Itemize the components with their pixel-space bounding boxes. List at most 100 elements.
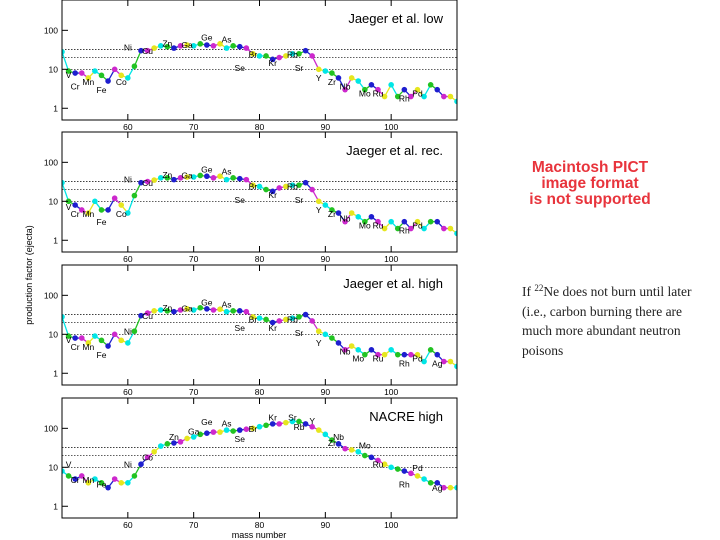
- element-label: Br: [249, 182, 258, 192]
- data-point: [434, 86, 441, 93]
- data-point: [368, 454, 375, 461]
- data-point: [65, 198, 72, 205]
- data-point: [92, 476, 98, 482]
- data-point: [204, 306, 210, 312]
- data-point: [243, 308, 250, 315]
- element-label: As: [222, 167, 232, 177]
- data-point: [329, 437, 335, 443]
- data-point: [309, 423, 315, 430]
- data-point: [230, 308, 236, 314]
- pict-line-1: Macintosh PICT: [531, 159, 649, 176]
- data-point: [394, 351, 401, 358]
- data-point: [256, 315, 263, 321]
- data-point: [217, 173, 223, 180]
- data-point: [375, 351, 381, 358]
- x-tick-label: 100: [384, 254, 398, 264]
- data-point: [92, 333, 98, 339]
- data-point: [381, 461, 388, 468]
- data-point: [329, 335, 335, 341]
- data-point: [85, 75, 92, 81]
- x-tick-label: 80: [255, 520, 265, 530]
- element-label: Kr: [268, 58, 277, 68]
- x-tick-label: 90: [321, 122, 331, 132]
- data-point: [296, 50, 302, 57]
- element-label: Ni: [124, 459, 132, 469]
- data-point: [309, 53, 315, 59]
- element-label: Ga: [188, 426, 200, 436]
- series-segment: [62, 51, 70, 72]
- element-label: V: [66, 335, 72, 345]
- data-point: [184, 306, 190, 312]
- element-label: Y: [316, 338, 322, 348]
- data-point: [269, 188, 276, 195]
- data-point: [223, 176, 230, 183]
- data-point: [105, 207, 111, 213]
- data-point: [197, 304, 204, 311]
- data-point: [408, 225, 414, 232]
- data-point: [171, 176, 177, 183]
- element-label: Mn: [82, 342, 94, 352]
- data-point: [362, 351, 368, 358]
- x-tick-label: 60: [123, 387, 133, 397]
- x-tick-label: 80: [255, 122, 265, 132]
- data-point: [138, 47, 144, 54]
- x-tick-label: 100: [384, 520, 398, 530]
- data-point: [388, 82, 394, 88]
- data-point: [190, 174, 197, 180]
- data-point: [177, 307, 184, 313]
- unsupported-image-placeholder: Macintosh PICT image format is not suppo…: [500, 160, 680, 208]
- data-point: [302, 179, 309, 186]
- x-tick-label: 70: [189, 122, 199, 132]
- data-point: [447, 225, 454, 232]
- element-label: Mo: [352, 354, 364, 364]
- element-label: Mn: [82, 475, 94, 485]
- data-point: [243, 426, 250, 432]
- data-point: [118, 72, 125, 79]
- series-segment: [133, 50, 142, 67]
- element-label: Nb: [340, 347, 351, 357]
- data-point: [322, 68, 329, 74]
- data-point: [105, 343, 111, 349]
- panel-title: Jaeger et al. rec.: [346, 143, 443, 158]
- data-point: [171, 440, 177, 446]
- data-point: [65, 473, 72, 479]
- data-point: [348, 75, 355, 81]
- element-label: Br: [249, 50, 258, 60]
- data-point: [441, 225, 447, 232]
- data-point: [322, 331, 329, 338]
- data-point: [315, 66, 322, 73]
- y-tick-label: 1: [53, 103, 58, 113]
- data-point: [98, 72, 105, 79]
- element-label: Pd: [412, 89, 423, 99]
- element-label: Cr: [71, 82, 80, 92]
- x-tick-label: 60: [123, 254, 133, 264]
- data-point: [223, 427, 230, 433]
- data-point: [131, 473, 138, 479]
- data-point: [184, 42, 190, 48]
- data-point: [348, 343, 355, 349]
- data-point: [441, 93, 447, 100]
- element-label: Ni: [124, 43, 132, 53]
- data-point: [394, 93, 401, 100]
- data-point: [62, 179, 65, 186]
- element-label: Br: [249, 424, 258, 434]
- data-point: [223, 308, 230, 315]
- data-point: [62, 468, 65, 474]
- y-tick-label: 1: [53, 501, 58, 511]
- element-label: Rh: [399, 93, 410, 103]
- data-point: [348, 447, 355, 453]
- x-tick-label: 60: [123, 122, 133, 132]
- data-point: [250, 425, 256, 432]
- element-label: Zn: [169, 432, 179, 442]
- element-label: Zr: [328, 209, 336, 219]
- data-point: [105, 78, 111, 84]
- element-label: As: [222, 300, 232, 310]
- data-point: [335, 441, 342, 447]
- data-point: [427, 347, 434, 353]
- data-point: [223, 45, 230, 51]
- element-label: Rh: [399, 480, 410, 490]
- data-point: [78, 335, 85, 341]
- element-label: Ru: [373, 354, 384, 364]
- element-label: Rb: [287, 50, 298, 60]
